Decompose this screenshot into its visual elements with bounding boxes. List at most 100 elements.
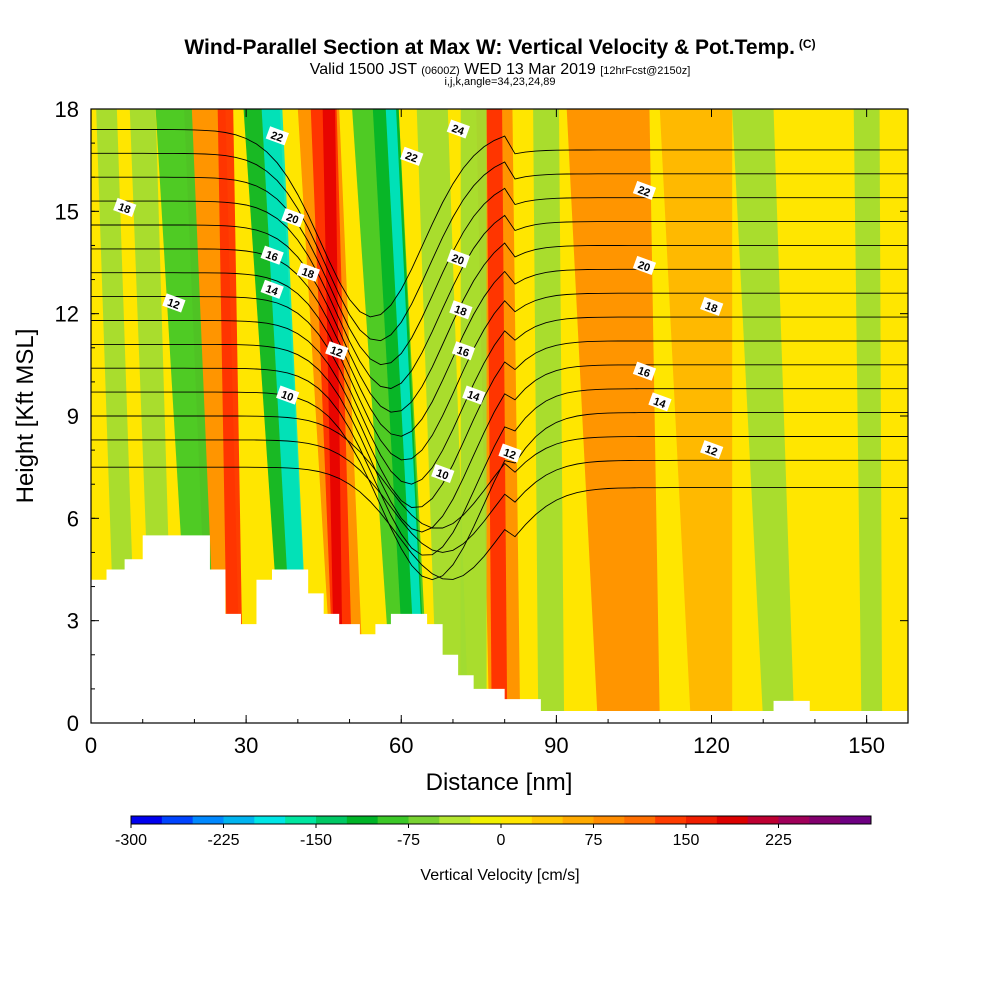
contour-label: 14 <box>462 385 486 405</box>
colorbar-tick-label: -225 <box>207 832 239 849</box>
colorbar-swatch <box>192 816 224 824</box>
svg-text:18: 18 <box>300 266 316 281</box>
theta-contour <box>91 296 908 485</box>
velocity-band <box>322 109 344 723</box>
svg-text:24: 24 <box>450 123 466 139</box>
contour-label: 20 <box>281 208 305 228</box>
svg-text:22: 22 <box>403 150 419 165</box>
colorbar-swatch <box>531 816 564 824</box>
theta-contour <box>91 152 908 342</box>
colorbar-label: Vertical Velocity [cm/s] <box>420 867 579 884</box>
svg-text:20: 20 <box>450 252 466 267</box>
theta-contour <box>91 391 908 581</box>
colorbar-swatch <box>131 816 163 824</box>
svg-text:14: 14 <box>264 283 280 299</box>
y-tick-label: 15 <box>55 199 79 224</box>
contour-label: 24 <box>446 119 470 139</box>
y-axis: 0 3 6 9 12 15 18 <box>55 97 908 736</box>
colorbar-tick-label: 0 <box>497 832 506 849</box>
theta-contour <box>91 129 908 318</box>
contour-label: 12 <box>498 443 522 463</box>
theta-contour <box>91 343 908 533</box>
x-axis: 0 30 60 90 120 150 <box>85 109 885 758</box>
chart-title: Wind-Parallel Section at Max W: Vertical… <box>184 36 816 59</box>
x-tick-label: 0 <box>85 733 97 758</box>
title-unit: (C) <box>798 37 816 51</box>
x-tick-label: 120 <box>693 733 730 758</box>
contour-label: 16 <box>260 245 284 265</box>
terrain-mask <box>91 535 908 723</box>
colorbar-swatch <box>470 816 502 824</box>
velocity-band <box>732 109 795 723</box>
svg-text:14: 14 <box>465 389 481 405</box>
chart-subtitle: Valid 1500 JST (0600Z) WED 13 Mar 2019 [… <box>309 61 691 78</box>
y-tick-label: 9 <box>67 404 79 429</box>
colorbar-swatch <box>223 816 255 824</box>
contour-label: 16 <box>451 341 476 361</box>
contour-label: 10 <box>431 463 455 484</box>
colorbar-swatch <box>254 816 286 824</box>
contour-label: 12 <box>162 293 186 313</box>
theta-contour <box>91 439 908 553</box>
contour-label: 16 <box>632 361 657 381</box>
contour-label: 20 <box>632 255 657 275</box>
plot-area: 22 24 22 22 18 20 20 20 16 18 14 12 18 18 12 16 16 10 14 14… <box>91 109 908 723</box>
colorbar-swatch <box>593 816 625 824</box>
x-tick-label: 60 <box>389 733 413 758</box>
svg-text:16: 16 <box>264 249 280 264</box>
svg-text:20: 20 <box>636 259 652 274</box>
contour-label: 10 <box>276 385 300 405</box>
contour-label: 22 <box>265 126 289 146</box>
svg-text:10: 10 <box>434 467 450 482</box>
svg-text:22: 22 <box>636 184 652 199</box>
contour-label: 18 <box>700 296 724 316</box>
colorbar-swatch <box>285 816 317 824</box>
colorbar-tick-label: 150 <box>673 832 700 849</box>
colorbar: -300 -225 -150 -75 0 75 150 225 <box>115 815 872 849</box>
svg-text:14: 14 <box>652 396 668 412</box>
svg-text:22: 22 <box>269 129 285 144</box>
colorbar-swatch <box>562 816 594 824</box>
contour-label: 14 <box>260 279 284 299</box>
svg-text:18: 18 <box>116 201 132 216</box>
contour-labels: 22 24 22 22 18 20 20 20 16 18 14 12 18 18 12 16 16 10 14 14… <box>113 119 724 484</box>
contour-label: 22 <box>400 146 424 166</box>
x-tick-label: 90 <box>544 733 568 758</box>
theta-contour <box>91 320 908 508</box>
x-tick-label: 150 <box>848 733 885 758</box>
colorbar-swatch <box>501 816 533 824</box>
contour-label: 20 <box>446 249 470 269</box>
svg-text:16: 16 <box>455 344 471 359</box>
svg-text:16: 16 <box>636 365 652 380</box>
theta-contours <box>91 129 908 581</box>
contour-label: 18 <box>449 300 473 320</box>
theta-contour <box>91 272 908 461</box>
svg-text:18: 18 <box>703 300 719 315</box>
colorbar-swatch <box>686 816 718 824</box>
colorbar-tick-label: 225 <box>765 832 792 849</box>
colorbar-tick-label: -300 <box>115 832 147 849</box>
colorbar-swatch <box>377 816 409 824</box>
theta-contour <box>91 466 908 580</box>
svg-text:18: 18 <box>453 303 469 318</box>
colorbar-swatch <box>161 816 194 824</box>
contour-label: 22 <box>632 180 657 200</box>
theta-contour <box>91 367 908 556</box>
contour-label: 14 <box>648 392 672 412</box>
chart-subtitle-indices: i,j,k,angle=34,23,24,89 <box>444 76 556 88</box>
y-tick-label: 18 <box>55 97 79 122</box>
velocity-band <box>460 109 487 723</box>
theta-contour <box>91 200 908 389</box>
theta-contour <box>91 176 908 366</box>
svg-text:10: 10 <box>279 389 295 404</box>
colorbar-swatch <box>439 816 471 824</box>
colorbar-tick-label: -75 <box>397 832 420 849</box>
colorbar-tick-label: -150 <box>300 832 332 849</box>
svg-text:12: 12 <box>703 443 719 458</box>
colorbar-swatch <box>655 816 687 824</box>
colorbar-swatch <box>840 816 872 824</box>
velocity-band <box>533 109 565 723</box>
contour-label: 18 <box>296 262 320 282</box>
colorbar-swatch <box>747 816 779 824</box>
